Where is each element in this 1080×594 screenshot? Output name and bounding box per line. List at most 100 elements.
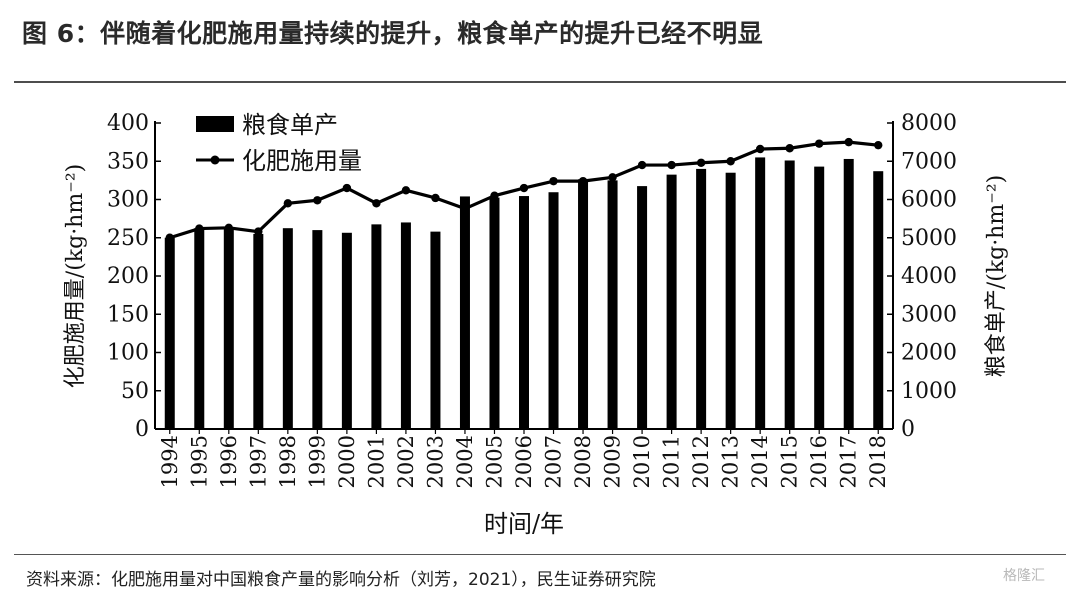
bar-2011: [666, 174, 677, 429]
right-tick-label: 7000: [901, 149, 957, 174]
right-tick-label: 0: [901, 417, 915, 442]
x-tick-label: 2018: [866, 435, 890, 488]
x-tick-label: 2015: [778, 435, 802, 488]
line-point-2010: [637, 160, 647, 170]
legend-label-bar: 粮食单产: [242, 111, 338, 139]
chart: 0501001502002503003504000100020003000400…: [63, 111, 1009, 538]
line-point-2006: [519, 183, 529, 193]
x-tick-label: 2012: [689, 435, 713, 488]
line-point-1997: [254, 227, 263, 236]
line-point-2012: [696, 158, 706, 167]
line-point-2015: [785, 144, 794, 153]
line-point-1998: [283, 199, 293, 208]
line-point-2003: [431, 193, 440, 203]
line-point-1999: [313, 196, 322, 205]
legend-swatch-bar: [196, 116, 234, 132]
bar-2006: [519, 196, 529, 429]
left-tick-label: 350: [107, 149, 149, 174]
bar-1997: [253, 233, 264, 429]
right-tick-label: 5000: [901, 226, 957, 251]
bar-2013: [725, 172, 736, 429]
legend-swatch-marker: [210, 155, 220, 165]
bar-2012: [696, 168, 707, 429]
left-tick-label: 250: [107, 226, 149, 251]
left-tick-label: 200: [107, 264, 149, 289]
chart-title: 图 6：伴随着化肥施用量持续的提升，粮食单产的提升已经不明显: [22, 19, 764, 48]
bar-2001: [371, 224, 382, 429]
line-point-2017: [844, 137, 853, 147]
x-tick-label: 2005: [482, 435, 506, 488]
x-tick-label: 2002: [394, 435, 418, 488]
axes-group: 0501001502002503003504000100020003000400…: [63, 111, 1009, 538]
x-tick-label: 2017: [837, 435, 861, 488]
left-tick-label: 0: [135, 417, 149, 442]
x-tick-label: 2001: [364, 435, 388, 488]
right-axis-title: 粮食单产/(kg·hm⁻²): [984, 175, 1009, 377]
line-point-2000: [342, 183, 352, 193]
line-point-2007: [549, 176, 558, 186]
x-tick-label: 2009: [601, 435, 625, 488]
x-tick-label: 2006: [512, 435, 536, 488]
line-point-2018: [874, 140, 883, 150]
bar-2018: [873, 171, 884, 429]
line-point-2008: [578, 176, 588, 186]
bar-2007: [548, 192, 559, 429]
left-tick-label: 150: [107, 302, 149, 327]
bar-1995: [194, 228, 205, 429]
bar-2008: [578, 179, 589, 429]
line-point-2011: [667, 160, 676, 170]
x-tick-label: 1998: [276, 435, 300, 488]
bar-2004: [459, 196, 470, 429]
x-tick-label: 1997: [246, 435, 270, 488]
line-point-1995: [195, 224, 204, 233]
right-tick-label: 2000: [901, 341, 957, 366]
x-tick-label: 2000: [335, 435, 359, 488]
x-tick-label: 2003: [423, 435, 447, 488]
bar-1999: [312, 230, 323, 429]
bar-2015: [784, 160, 795, 430]
bar-1994: [164, 237, 175, 429]
bar-2017: [843, 158, 854, 429]
line-point-2014: [755, 144, 765, 154]
line-point-2005: [490, 191, 499, 200]
x-tick-label: 1999: [305, 435, 329, 488]
x-axis-title: 时间/年: [484, 510, 564, 538]
legend-label-line: 化肥施用量: [242, 147, 362, 175]
x-tick-label: 1994: [158, 435, 182, 488]
x-tick-label: 2010: [630, 435, 654, 488]
line-point-2002: [401, 186, 411, 195]
bar-2000: [341, 232, 352, 429]
right-tick-label: 6000: [901, 188, 957, 213]
x-tick-label: 2016: [807, 435, 831, 488]
right-tick-label: 3000: [901, 302, 957, 327]
right-tick-label: 4000: [901, 264, 957, 289]
left-tick-label: 100: [107, 341, 149, 366]
bar-2009: [607, 180, 618, 429]
x-tick-label: 1995: [187, 435, 211, 488]
source-note: 资料来源：化肥施用量对中国粮食产量的影响分析（刘芳，2021），民生证券研究院: [26, 570, 656, 590]
right-tick-label: 8000: [901, 111, 957, 136]
left-tick-label: 50: [121, 379, 149, 404]
bars-group: [164, 157, 884, 430]
bar-2005: [489, 197, 500, 429]
left-axis-title: 化肥施用量/(kg·hm⁻²): [63, 164, 88, 388]
bar-2010: [637, 186, 648, 429]
line-point-2016: [815, 139, 824, 148]
bar-2003: [430, 231, 441, 429]
left-tick-label: 300: [107, 188, 149, 213]
bar-1996: [223, 228, 234, 429]
line-point-2013: [726, 157, 735, 166]
line-point-2001: [372, 199, 381, 208]
x-tick-label: 2013: [719, 435, 743, 488]
bar-2016: [814, 166, 825, 429]
x-tick-label: 2007: [542, 435, 566, 488]
bar-1998: [282, 228, 293, 429]
line-point-1994: [165, 233, 174, 242]
left-tick-label: 400: [107, 111, 149, 136]
watermark: 格隆汇: [1003, 568, 1045, 584]
bar-2002: [400, 222, 411, 429]
line-group: [165, 137, 883, 242]
line-point-1996: [224, 223, 233, 233]
line-point-2009: [608, 173, 617, 182]
